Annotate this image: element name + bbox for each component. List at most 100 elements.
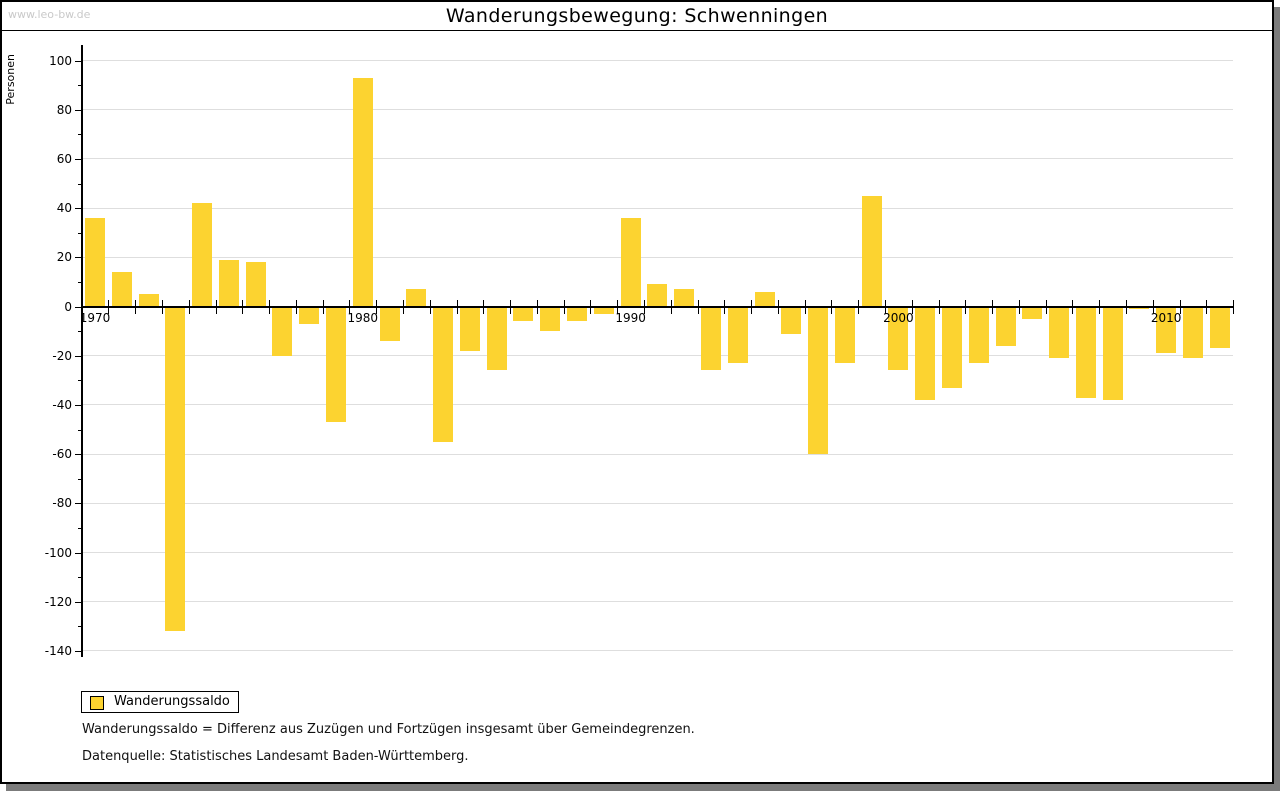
y-major-tick-20	[75, 257, 82, 259]
y-major-tick--100	[75, 552, 82, 554]
y-major-tick-40	[75, 208, 82, 210]
bar-1991	[647, 284, 668, 307]
y-axis-label-60: 60	[56, 151, 72, 166]
bar-2004	[995, 306, 1016, 346]
y-minor-tick--90	[78, 527, 82, 529]
watermark: www.leo-bw.de	[8, 8, 91, 21]
y-major-tick-80	[75, 109, 82, 111]
bar-1988	[567, 306, 588, 322]
bar-2006	[1049, 306, 1070, 359]
y-major-tick-0	[75, 306, 82, 308]
gridline--80	[82, 502, 1233, 504]
bar-1995	[754, 291, 775, 307]
y-major-tick--60	[75, 454, 82, 456]
bar-1993	[700, 306, 721, 371]
y-major-tick-60	[75, 158, 82, 160]
bar-2012	[1209, 306, 1230, 349]
x-axis-label-1990: 1990	[615, 310, 646, 325]
bar-2010	[1156, 306, 1177, 354]
y-axis-label--40: -40	[52, 397, 72, 412]
bar-1998	[834, 306, 855, 364]
y-axis-label--120: -120	[44, 594, 72, 609]
legend-color-swatch	[90, 696, 104, 710]
gridline--120	[82, 601, 1233, 603]
y-axis-label--100: -100	[44, 545, 72, 560]
gridline--40	[82, 404, 1233, 406]
bar-1989	[593, 306, 614, 314]
bar-1994	[727, 306, 748, 364]
y-axis-label--20: -20	[52, 348, 72, 363]
bar-1992	[674, 289, 695, 307]
y-major-tick--140	[75, 650, 82, 652]
bar-1982	[406, 289, 427, 307]
y-minor-tick--10	[78, 331, 82, 333]
x-axis-label-1970: 1970	[79, 310, 111, 325]
bar-chart: -140 -120 -100 -80 -60 -40 -20 0 20 40 60 80 100 1970…	[2, 2, 1272, 782]
bar-1972	[138, 294, 159, 307]
page-title: Wanderungsbewegung: Schwenningen	[445, 5, 829, 27]
y-axis-label-0: 0	[64, 299, 72, 314]
footnote-source: Datenquelle: Statistisches Landesamt Bad…	[82, 749, 469, 764]
bar-2008	[1102, 306, 1123, 400]
gridline--140	[82, 650, 1233, 652]
bar-1974	[192, 203, 213, 307]
y-major-tick-100	[75, 60, 82, 62]
header: www.leo-bw.de Wanderungsbewegung: Schwen…	[2, 2, 1272, 31]
y-axis-line	[81, 45, 83, 657]
y-minor-tick-90	[78, 85, 82, 87]
bar-2009	[1129, 306, 1150, 309]
gridline-80	[82, 109, 1233, 111]
bar-1970	[85, 217, 105, 307]
footnote-definition: Wanderungssaldo = Differenz aus Zuzügen …	[82, 722, 695, 737]
bar-2007	[1075, 306, 1096, 398]
bar-1996	[781, 306, 802, 334]
bar-1979	[326, 306, 347, 423]
bar-1987	[540, 306, 561, 332]
bar-1978	[299, 306, 320, 324]
bar-1983	[433, 306, 454, 442]
bar-1973	[165, 306, 186, 632]
bar-1999	[861, 195, 882, 307]
bar-2001	[915, 306, 936, 400]
gridline-20	[82, 256, 1233, 258]
bar-1985	[486, 306, 507, 371]
y-axis-label-20: 20	[56, 250, 72, 265]
bar-2000	[888, 306, 909, 371]
gridline-40	[82, 207, 1233, 209]
y-major-tick--120	[75, 601, 82, 603]
y-axis-label-100: 100	[49, 53, 72, 68]
legend-label: Wanderungssaldo	[114, 694, 230, 709]
y-minor-tick--130	[78, 626, 82, 628]
legend-box: Wanderungssaldo	[81, 691, 239, 713]
bar-1997	[808, 306, 829, 455]
gridline--60	[82, 453, 1233, 455]
bar-1981	[379, 306, 400, 341]
y-axis-label-80: 80	[56, 102, 72, 117]
bar-1977	[272, 306, 293, 356]
bar-1975	[218, 259, 239, 307]
y-minor-tick-30	[78, 232, 82, 234]
x-axis-label-1980: 1980	[347, 310, 379, 325]
gridline-60	[82, 158, 1233, 160]
y-minor-tick--50	[78, 429, 82, 431]
bar-2002	[941, 306, 962, 388]
bar-1980	[352, 77, 373, 307]
y-major-tick--80	[75, 503, 82, 505]
bar-2003	[968, 306, 989, 364]
gridline--100	[82, 552, 1233, 553]
y-axis-label--140: -140	[44, 643, 72, 658]
x-axis-zero-line	[82, 305, 1233, 308]
x-axis-label-2010: 2010	[1150, 310, 1182, 325]
bar-1986	[513, 306, 534, 322]
x-axis-label-2000: 2000	[883, 310, 914, 325]
y-minor-tick--70	[78, 478, 82, 480]
bar-2011	[1182, 306, 1203, 359]
gridline-100	[82, 60, 1233, 61]
y-minor-tick-50	[78, 183, 82, 185]
y-axis-label--80: -80	[52, 496, 72, 511]
bar-1976	[245, 262, 266, 307]
bar-2005	[1022, 306, 1043, 319]
gridline--20	[82, 355, 1233, 357]
